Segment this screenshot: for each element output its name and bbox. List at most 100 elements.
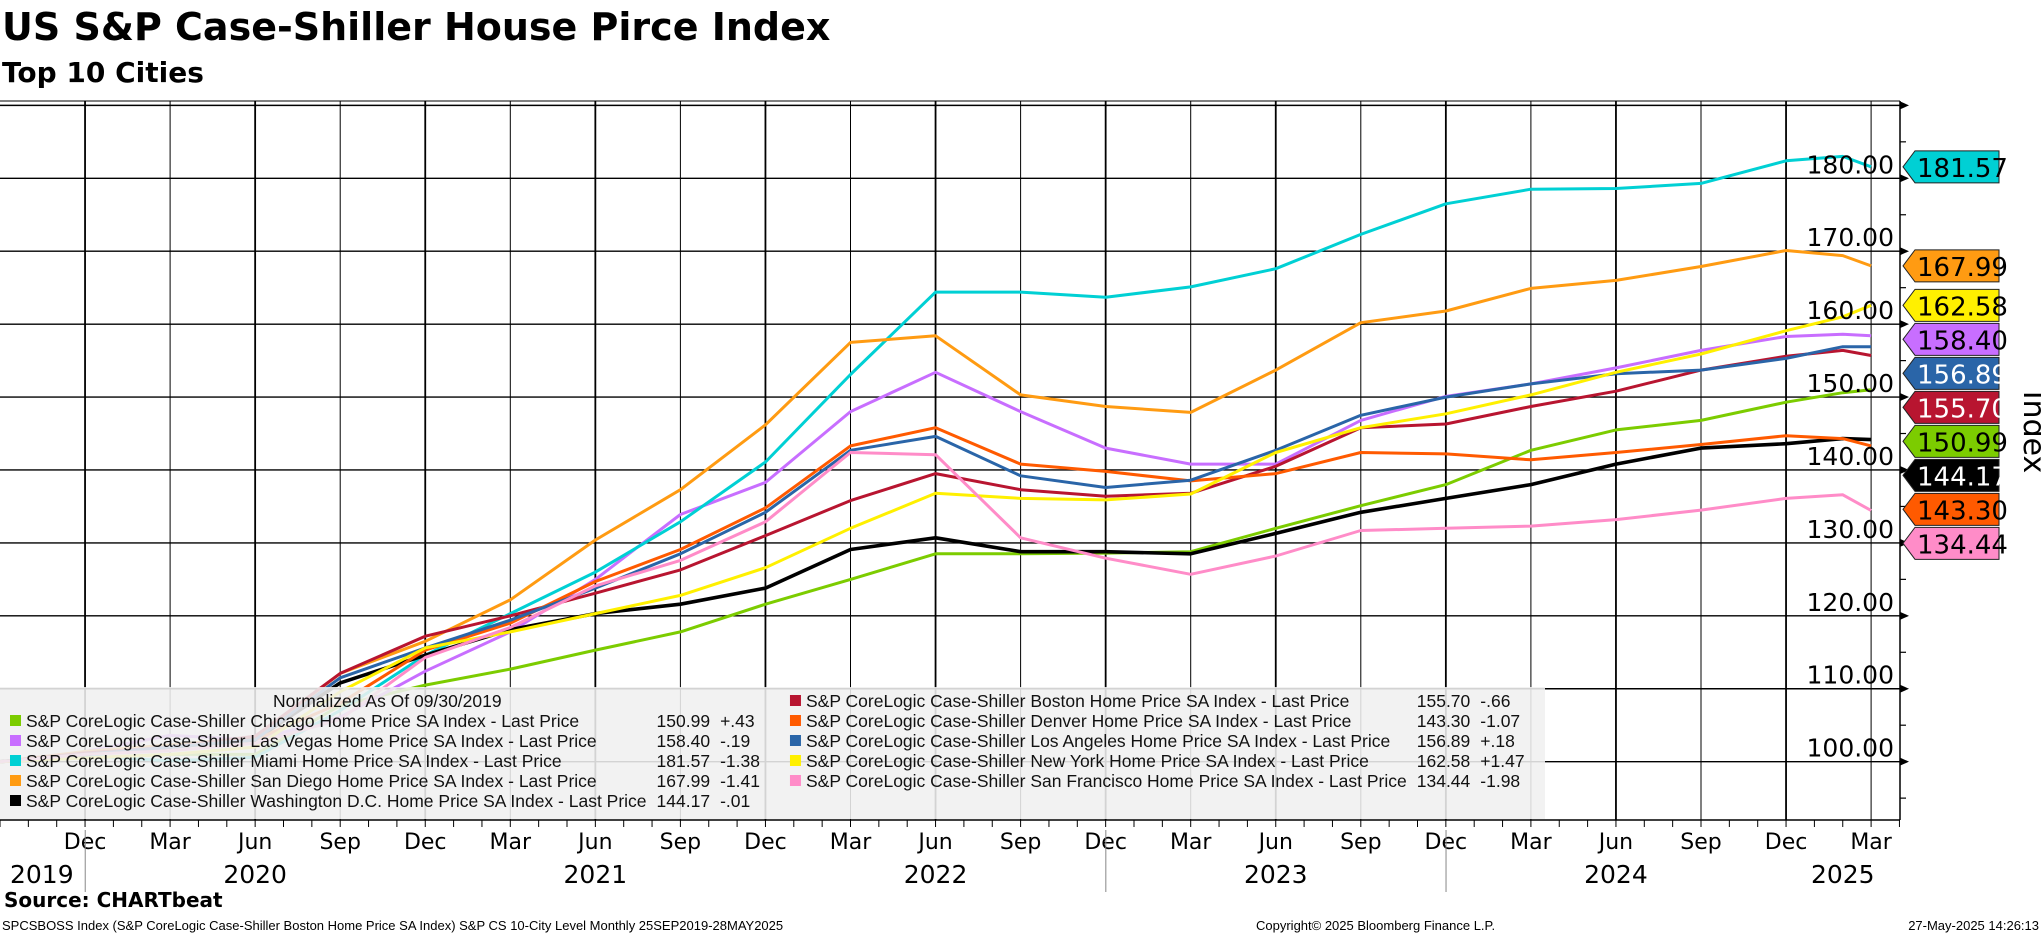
x-year-label: 2019 bbox=[10, 860, 74, 889]
y-tick-marker bbox=[1900, 611, 1909, 620]
x-month-label: Sep bbox=[1000, 830, 1041, 855]
last-price-tag: 181.57 bbox=[1902, 150, 2008, 184]
legend-series-name: S&P CoreLogic Case-Shiller Chicago Home … bbox=[26, 711, 579, 731]
x-year-label: 2022 bbox=[904, 860, 968, 889]
legend-last-price: 162.58 bbox=[1417, 751, 1471, 771]
x-year-label: 2020 bbox=[223, 860, 287, 889]
x-month-label: Sep bbox=[660, 830, 701, 855]
legend-header: Normalized As Of 09/30/2019 bbox=[273, 691, 502, 711]
tag-shape bbox=[1902, 249, 2000, 283]
x-month-label: Dec bbox=[744, 830, 787, 855]
legend-swatch bbox=[789, 695, 801, 706]
y-tick-label: 150.00 bbox=[1807, 369, 1894, 398]
x-year-label: 2021 bbox=[564, 860, 628, 889]
y-tick-marker bbox=[1900, 101, 1909, 110]
y-tick-label: 160.00 bbox=[1807, 296, 1894, 325]
legend-change: +.18 bbox=[1480, 731, 1515, 751]
footer-copyright: Copyright© 2025 Bloomberg Finance L.P. bbox=[1256, 918, 1495, 933]
tag-value: 150.99 bbox=[1917, 428, 2008, 458]
last-price-tag: 155.70 bbox=[1902, 390, 2008, 424]
tag-shape bbox=[1902, 322, 2000, 356]
legend-change: +.43 bbox=[720, 711, 755, 731]
legend-swatch bbox=[789, 775, 801, 786]
legend-swatch bbox=[10, 795, 21, 806]
legend-series-name: S&P CoreLogic Case-Shiller Boston Home P… bbox=[806, 691, 1349, 711]
y-axis-label: Index bbox=[2016, 391, 2041, 474]
y-tick-label: 140.00 bbox=[1807, 442, 1894, 471]
tag-shape bbox=[1902, 356, 2000, 390]
x-month-label: Sep bbox=[319, 830, 360, 855]
tag-value: 162.58 bbox=[1917, 292, 2008, 322]
legend-last-price: 156.89 bbox=[1417, 731, 1471, 751]
tag-shape bbox=[1902, 424, 2000, 458]
legend-swatch bbox=[10, 775, 21, 786]
tag-value: 158.40 bbox=[1917, 326, 2008, 356]
y-tick-marker bbox=[1900, 393, 1909, 402]
y-tick-label: 170.00 bbox=[1807, 223, 1894, 252]
chart-subtitle: Top 10 Cities bbox=[2, 56, 204, 89]
y-tick-label: 100.00 bbox=[1807, 734, 1894, 763]
x-month-label: Sep bbox=[1680, 830, 1721, 855]
y-tick-label: 180.00 bbox=[1807, 150, 1894, 179]
legend-change: -1.38 bbox=[720, 751, 760, 771]
last-price-tag: 158.40 bbox=[1902, 322, 2008, 356]
x-month-label: Jun bbox=[916, 830, 952, 855]
legend-swatch bbox=[10, 755, 21, 766]
x-year-label: 2023 bbox=[1244, 860, 1308, 889]
tag-value: 143.30 bbox=[1917, 496, 2008, 526]
y-tick-marker bbox=[1900, 320, 1909, 329]
x-month-label: Mar bbox=[830, 830, 872, 855]
tag-shape bbox=[1902, 390, 2000, 424]
tag-shape bbox=[1902, 150, 2000, 184]
last-price-tag: 150.99 bbox=[1902, 424, 2008, 458]
legend-last-price: 144.17 bbox=[657, 791, 711, 811]
series-line-5 bbox=[0, 348, 1872, 764]
last-price-tag: 144.17 bbox=[1902, 458, 2008, 492]
tag-value: 156.89 bbox=[1917, 360, 2008, 390]
x-month-label: Dec bbox=[1765, 830, 1808, 855]
footer-description: SPCSBOSS Index (S&P CoreLogic Case-Shill… bbox=[2, 918, 783, 933]
y-axis: 100.00 110.00 120.00 130.00 140.00 150.00 160.… bbox=[1807, 101, 1909, 820]
x-month-label: Jun bbox=[1597, 830, 1633, 855]
x-month-label: Jun bbox=[1257, 830, 1293, 855]
legend-last-price: 155.70 bbox=[1417, 691, 1471, 711]
tag-value: 144.17 bbox=[1917, 462, 2008, 492]
y-tick-label: 120.00 bbox=[1807, 588, 1894, 617]
legend-series-name: S&P CoreLogic Case-Shiller San Francisco… bbox=[806, 771, 1407, 791]
tag-shape bbox=[1902, 458, 2000, 492]
x-year-label: 2025 bbox=[1811, 860, 1875, 889]
legend-last-price: 158.40 bbox=[657, 731, 711, 751]
legend-background bbox=[0, 687, 1545, 819]
y-tick-label: 130.00 bbox=[1807, 515, 1894, 544]
tag-shape bbox=[1902, 492, 2000, 526]
legend-change: -1.07 bbox=[1480, 711, 1520, 731]
legend: Normalized As Of 09/30/2019 S&P CoreLogi… bbox=[0, 687, 1545, 819]
last-price-tag: 167.99 bbox=[1902, 249, 2008, 283]
y-tick-marker bbox=[1900, 247, 1909, 256]
legend-swatch bbox=[789, 735, 801, 746]
x-year-label: 2024 bbox=[1584, 860, 1648, 889]
x-month-label: Jun bbox=[236, 830, 272, 855]
last-price-tag: 134.44 bbox=[1902, 526, 2008, 560]
tag-shape bbox=[1902, 288, 2000, 322]
legend-change: -1.98 bbox=[1480, 771, 1520, 791]
x-month-label: Dec bbox=[404, 830, 447, 855]
legend-series-name: S&P CoreLogic Case-Shiller Washington D.… bbox=[26, 791, 647, 811]
last-price-tag: 156.89 bbox=[1902, 356, 2008, 390]
x-month-label: Mar bbox=[1850, 830, 1892, 855]
legend-last-price: 143.30 bbox=[1417, 711, 1471, 731]
legend-series-name: S&P CoreLogic Case-Shiller Miami Home Pr… bbox=[26, 751, 562, 771]
legend-change: -.66 bbox=[1480, 691, 1510, 711]
legend-series-name: S&P CoreLogic Case-Shiller Denver Home P… bbox=[806, 711, 1351, 731]
legend-series-name: S&P CoreLogic Case-Shiller Las Vegas Hom… bbox=[26, 731, 597, 751]
x-month-label: Mar bbox=[149, 830, 191, 855]
legend-series-name: S&P CoreLogic Case-Shiller San Diego Hom… bbox=[26, 771, 597, 791]
last-price-tags: 181.57 167.99 162.58 158.40 156.89 155.70 150.… bbox=[1902, 150, 2008, 560]
legend-swatch bbox=[10, 715, 21, 726]
last-price-tag: 143.30 bbox=[1902, 492, 2008, 526]
y-tick-marker bbox=[1900, 174, 1909, 183]
chart-title: US S&P Case-Shiller House Pirce Index bbox=[2, 5, 830, 49]
y-tick-marker bbox=[1900, 684, 1909, 693]
x-month-label: Jun bbox=[576, 830, 612, 855]
